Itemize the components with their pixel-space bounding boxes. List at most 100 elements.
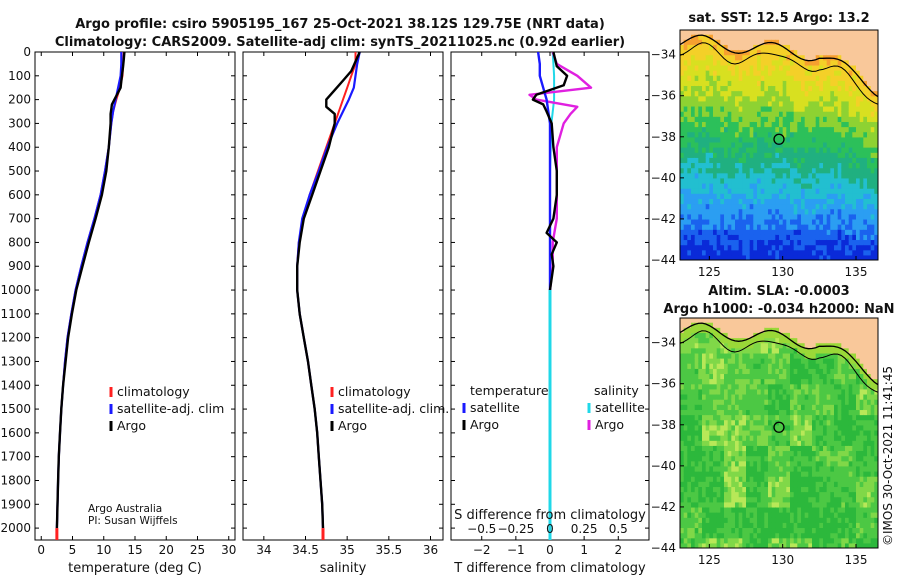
- heatmap-cell: [713, 342, 718, 349]
- heatmap-cell: [680, 332, 685, 339]
- heatmap-cell: [852, 476, 857, 482]
- heatmap-cell: [768, 141, 773, 148]
- heatmap-cell: [720, 481, 725, 488]
- heatmap-cell: [859, 152, 864, 158]
- heatmap-cell: [830, 409, 835, 416]
- heatmap-cell: [683, 111, 688, 117]
- sst-heatmap-cells: [680, 30, 878, 260]
- heatmap-cell: [738, 254, 743, 260]
- heatmap-cell: [775, 59, 780, 66]
- heatmap-cell: [845, 527, 850, 534]
- heatmap-cell: [834, 414, 839, 421]
- heatmap-cell: [790, 183, 795, 189]
- heatmap-cell: [694, 183, 699, 189]
- heatmap-cell: [687, 342, 692, 349]
- heatmap-cell: [749, 116, 754, 123]
- heatmap-cell: [742, 537, 747, 544]
- heatmap-cell: [830, 481, 835, 488]
- heatmap-cell: [764, 491, 769, 498]
- heatmap-cell: [735, 64, 740, 71]
- heatmap-cell: [848, 501, 853, 508]
- heatmap-cell: [727, 34, 732, 40]
- heatmap-cell: [727, 213, 732, 220]
- heatmap-cell: [837, 249, 842, 256]
- heatmap-cell: [731, 388, 736, 395]
- heatmap-cell: [731, 64, 736, 71]
- heatmap-cell: [680, 455, 685, 462]
- heatmap-cell: [826, 126, 831, 133]
- heatmap-cell: [683, 347, 688, 354]
- heatmap-cell: [768, 254, 773, 260]
- heatmap-cell: [702, 429, 707, 436]
- heatmap-cell: [705, 64, 710, 71]
- heatmap-cell: [845, 342, 850, 349]
- heatmap-cell: [845, 491, 850, 498]
- heatmap-cell: [698, 358, 703, 364]
- heatmap-cell: [727, 506, 732, 513]
- heatmap-cell: [848, 49, 853, 56]
- heatmap-cell: [823, 54, 828, 61]
- heatmap-cell: [797, 501, 802, 508]
- heatmap-cell: [691, 373, 696, 380]
- heatmap-cell: [801, 54, 806, 61]
- heatmap-cell: [768, 486, 773, 493]
- heatmap-cell: [834, 332, 839, 339]
- heatmap-cell: [768, 167, 773, 174]
- heatmap-cell: [702, 501, 707, 508]
- heatmap-cell: [793, 455, 798, 462]
- heatmap-cell: [793, 116, 798, 123]
- heatmap-cell: [863, 75, 868, 81]
- heatmap-cell: [764, 460, 769, 467]
- heatmap-cell: [742, 141, 747, 148]
- heatmap-cell: [793, 481, 798, 488]
- heatmap-cell: [713, 44, 718, 51]
- heatmap-cell: [819, 188, 824, 194]
- heatmap-cell: [812, 542, 817, 548]
- heatmap-cell: [749, 368, 754, 375]
- heatmap-cell: [771, 75, 776, 81]
- heatmap-cell: [680, 193, 685, 200]
- heatmap-cell: [797, 517, 802, 523]
- heatmap-cell: [735, 198, 740, 205]
- series-t-argo-line: [531, 52, 569, 529]
- heatmap-cell: [768, 64, 773, 71]
- heatmap-cell: [771, 352, 776, 359]
- heatmap-cell: [830, 203, 835, 210]
- heatmap-cell: [691, 512, 696, 518]
- heatmap-cell: [738, 30, 743, 35]
- heatmap-cell: [720, 106, 725, 112]
- heatmap-cell: [698, 116, 703, 123]
- heatmap-cell: [856, 542, 861, 548]
- heatmap-cell: [698, 465, 703, 472]
- heatmap-cell: [749, 244, 754, 251]
- heatmap-cell: [804, 126, 809, 133]
- heatmap-cell: [775, 54, 780, 61]
- heatmap-cell: [746, 121, 751, 128]
- heatmap-cell: [683, 203, 688, 210]
- heatmap-cell: [694, 450, 699, 457]
- heatmap-cell: [760, 157, 765, 164]
- heatmap-cell: [841, 54, 846, 61]
- heatmap-cell: [804, 121, 809, 128]
- heatmap-cell: [746, 188, 751, 194]
- heatmap-cell: [749, 409, 754, 416]
- heatmap-cell: [702, 100, 707, 107]
- heatmap-cell: [731, 532, 736, 539]
- heatmap-cell: [768, 537, 773, 544]
- heatmap-cell: [859, 522, 864, 529]
- heatmap-cell: [775, 126, 780, 133]
- heatmap-cell: [782, 337, 787, 344]
- heatmap-cell: [760, 106, 765, 112]
- heatmap-cell: [797, 80, 802, 87]
- heatmap-cell: [727, 244, 732, 251]
- heatmap-cell: [793, 244, 798, 251]
- heatmap-cell: [782, 198, 787, 205]
- heatmap-cell: [731, 131, 736, 138]
- heatmap-cell: [764, 34, 769, 40]
- heatmap-cell: [830, 517, 835, 523]
- heatmap-cell: [680, 414, 685, 421]
- heatmap-cell: [738, 318, 743, 323]
- heatmap-cell: [841, 75, 846, 81]
- heatmap-cell: [852, 193, 857, 200]
- heatmap-cell: [691, 455, 696, 462]
